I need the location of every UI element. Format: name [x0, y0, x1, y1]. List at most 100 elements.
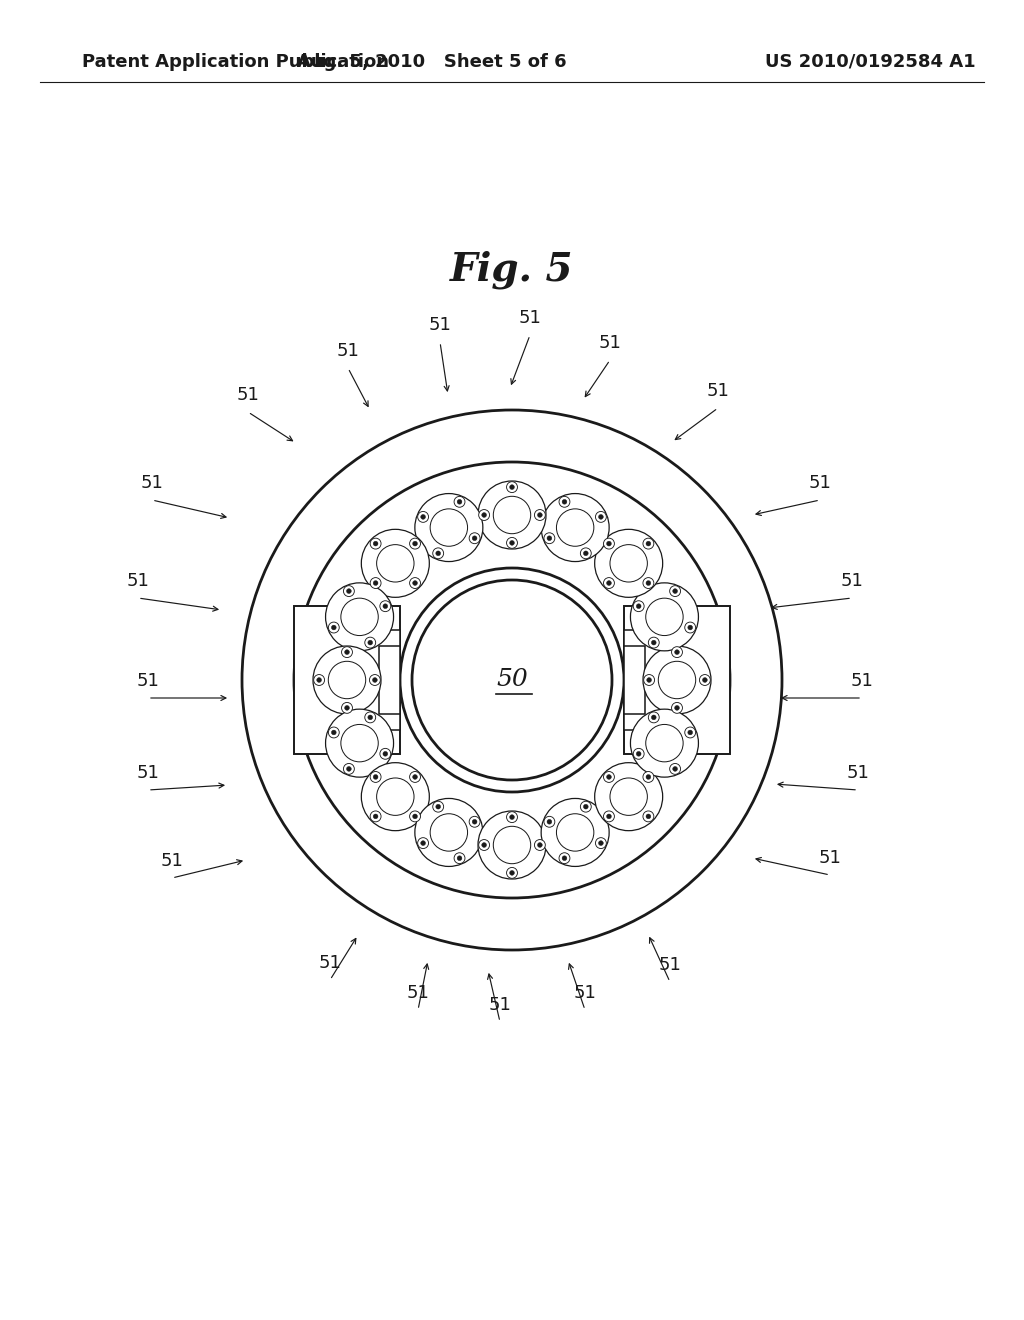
Circle shape	[454, 496, 465, 507]
Text: 51: 51	[599, 334, 622, 352]
Circle shape	[675, 705, 679, 710]
Circle shape	[326, 709, 393, 777]
Text: 51: 51	[818, 849, 842, 867]
Circle shape	[595, 529, 663, 598]
Circle shape	[380, 748, 391, 759]
Circle shape	[380, 601, 391, 611]
Circle shape	[603, 810, 614, 822]
Circle shape	[494, 496, 530, 533]
Text: 51: 51	[851, 672, 873, 690]
Circle shape	[412, 579, 612, 780]
Circle shape	[481, 512, 486, 517]
Circle shape	[346, 767, 351, 771]
Circle shape	[478, 840, 489, 850]
Circle shape	[688, 730, 692, 735]
Text: 51: 51	[429, 315, 452, 334]
Circle shape	[342, 647, 352, 657]
Circle shape	[631, 583, 698, 651]
Circle shape	[343, 763, 354, 775]
Circle shape	[507, 867, 517, 878]
Circle shape	[535, 510, 546, 520]
Circle shape	[507, 537, 517, 548]
Circle shape	[606, 581, 611, 586]
Circle shape	[346, 589, 351, 594]
Text: 51: 51	[841, 572, 863, 590]
Circle shape	[673, 767, 678, 771]
Bar	[624, 630, 672, 730]
Circle shape	[373, 775, 378, 779]
Circle shape	[313, 645, 381, 714]
Circle shape	[343, 586, 354, 597]
Circle shape	[702, 677, 708, 682]
Circle shape	[472, 536, 477, 541]
Circle shape	[581, 548, 591, 558]
Circle shape	[559, 496, 570, 507]
Circle shape	[547, 820, 552, 824]
Circle shape	[413, 775, 418, 779]
Circle shape	[457, 499, 462, 504]
Text: 51: 51	[809, 474, 831, 492]
Circle shape	[510, 814, 514, 820]
Circle shape	[383, 751, 388, 756]
Text: 51: 51	[318, 954, 341, 972]
Circle shape	[373, 541, 378, 546]
Circle shape	[685, 727, 695, 738]
Circle shape	[373, 677, 377, 682]
Text: 51: 51	[573, 983, 596, 1002]
Text: 51: 51	[518, 309, 542, 327]
Text: 51: 51	[337, 342, 359, 360]
Circle shape	[606, 775, 611, 779]
Circle shape	[643, 578, 654, 589]
Circle shape	[421, 841, 426, 846]
Circle shape	[368, 715, 373, 719]
Circle shape	[413, 814, 418, 818]
Text: 51: 51	[161, 851, 183, 870]
Circle shape	[648, 711, 659, 723]
Circle shape	[373, 581, 378, 586]
Circle shape	[478, 480, 546, 549]
Circle shape	[410, 771, 421, 783]
Text: 51: 51	[707, 381, 729, 400]
Circle shape	[481, 842, 486, 847]
Circle shape	[595, 763, 663, 830]
Circle shape	[541, 494, 609, 561]
Circle shape	[685, 622, 695, 634]
Circle shape	[556, 813, 594, 851]
Circle shape	[603, 539, 614, 549]
Circle shape	[643, 539, 654, 549]
Circle shape	[606, 541, 611, 546]
Circle shape	[373, 814, 378, 818]
Circle shape	[538, 842, 543, 847]
Circle shape	[584, 550, 588, 556]
Bar	[352, 630, 400, 730]
Circle shape	[410, 539, 421, 549]
Circle shape	[377, 545, 414, 582]
Text: 51: 51	[407, 983, 429, 1002]
Circle shape	[658, 661, 695, 698]
Circle shape	[478, 510, 489, 520]
Text: Patent Application Publication: Patent Application Publication	[82, 53, 389, 71]
Circle shape	[510, 540, 514, 545]
Text: 51: 51	[847, 764, 869, 781]
Circle shape	[670, 586, 681, 597]
Circle shape	[535, 840, 546, 850]
Text: US 2010/0192584 A1: US 2010/0192584 A1	[765, 53, 975, 71]
Circle shape	[342, 702, 352, 713]
Circle shape	[584, 804, 588, 809]
Circle shape	[596, 511, 606, 523]
Circle shape	[562, 499, 567, 504]
Circle shape	[332, 730, 336, 735]
Text: Aug. 5, 2010   Sheet 5 of 6: Aug. 5, 2010 Sheet 5 of 6	[297, 53, 567, 71]
Circle shape	[370, 539, 381, 549]
Text: 51: 51	[136, 672, 160, 690]
Circle shape	[410, 578, 421, 589]
Circle shape	[646, 581, 651, 586]
Circle shape	[430, 508, 468, 546]
Circle shape	[370, 810, 381, 822]
Circle shape	[329, 622, 339, 634]
Circle shape	[646, 541, 651, 546]
Circle shape	[370, 578, 381, 589]
Circle shape	[341, 725, 378, 762]
Circle shape	[646, 775, 651, 779]
Circle shape	[636, 751, 641, 756]
